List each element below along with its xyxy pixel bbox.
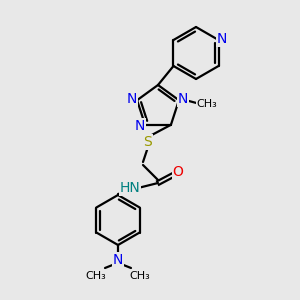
Text: O: O	[172, 165, 183, 179]
Text: S: S	[144, 135, 152, 149]
Text: CH₃: CH₃	[130, 271, 150, 281]
Text: CH₃: CH₃	[196, 99, 217, 109]
Text: CH₃: CH₃	[85, 271, 106, 281]
Text: HN: HN	[120, 181, 140, 195]
Text: N: N	[127, 92, 137, 106]
Text: N: N	[216, 32, 227, 46]
Text: N: N	[113, 253, 123, 267]
Text: N: N	[178, 92, 188, 106]
Text: N: N	[135, 119, 145, 133]
